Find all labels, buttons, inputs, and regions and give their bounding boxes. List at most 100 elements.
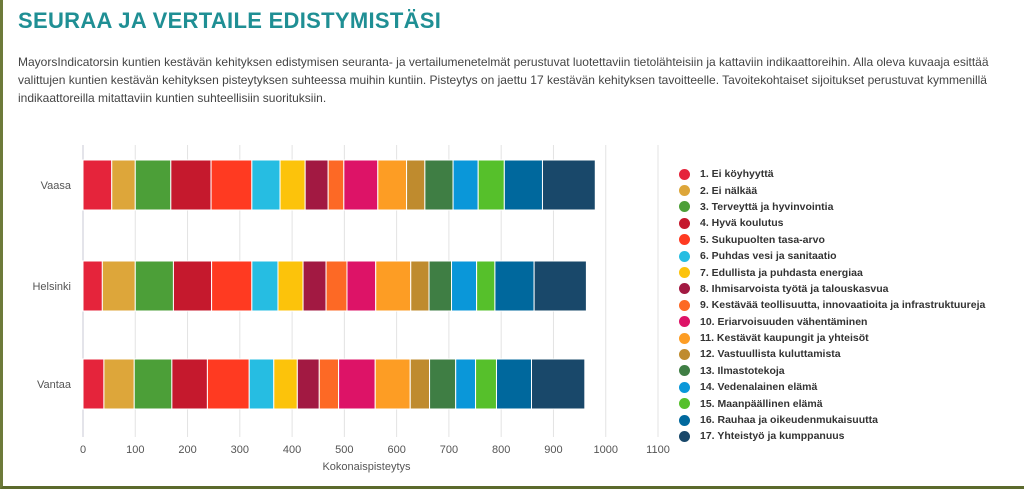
bar-segment [455,358,477,410]
bar-segment [477,159,505,211]
legend-item[interactable]: 14. Vedenalainen elämä [679,379,1024,395]
legend-label: 14. Vedenalainen elämä [700,381,818,394]
bar-segment [325,260,348,312]
chart-legend: 1. Ei köyhyyttä 2. Ei nälkää 3. Terveyttä … [679,166,1024,445]
legend-dot-icon [679,185,690,197]
legend-label: 7. Edullista ja puhdasta energiaa [700,266,863,279]
y-category-label: Vaasa [41,180,72,192]
x-tick-label: 1100 [646,444,670,456]
legend-item[interactable]: 17. Yhteistyö ja kumppanuus [679,428,1024,444]
legend-item[interactable]: 15. Maanpäällinen elämä [679,395,1024,411]
legend-label: 6. Puhdas vesi ja sanitaatio [700,250,837,263]
legend-item[interactable]: 11. Kestävät kaupungit ja yhteisöt [679,330,1024,346]
legend-dot-icon [679,365,690,377]
legend-dot-icon [679,201,690,213]
x-tick-label: 700 [440,444,458,456]
legend-item[interactable]: 9. Kestävää teollisuutta, innovaatioita … [679,297,1024,313]
legend-label: 1. Ei köyhyyttä [700,168,774,181]
legend-dot-icon [679,430,690,442]
bar-segment [451,260,478,312]
y-category-label: Vantaa [37,379,72,391]
legend-dot-icon [679,348,690,360]
legend-item[interactable]: 4. Hyvä koulutus [679,215,1024,231]
x-axis-title: Kokonaispisteytys [322,461,411,473]
bar-segment [273,358,298,410]
legend-dot-icon [679,217,690,229]
legend-dot-icon [679,414,690,426]
y-category-label: Helsinki [32,281,71,293]
x-tick-label: 300 [231,444,249,456]
legend-dot-icon [679,250,690,262]
bar-segment [82,358,105,410]
legend-label: 10. Eriarvoisuuden vähentäminen [700,315,868,328]
page-description: MayorsIndicatorsin kuntien kestävän kehi… [18,55,989,105]
legend-label: 5. Sukupuolten tasa-arvo [700,233,825,246]
bar-segment [346,260,377,312]
bar-segment [533,260,587,312]
x-tick-label: 200 [178,444,196,456]
bar-segment [541,159,596,211]
x-tick-label: 100 [126,444,144,456]
x-tick-label: 1000 [593,444,617,456]
legend-dot-icon [679,381,690,393]
legend-label: 12. Vastuullista kuluttamista [700,348,841,361]
bar-segment [133,358,173,410]
bar-segment [134,159,172,211]
bar-segment [82,159,113,211]
bar-segment [251,260,279,312]
bar-segment [377,159,408,211]
bar-segment [103,358,135,410]
bar-segment [494,260,535,312]
legend-item[interactable]: 1. Ei köyhyyttä [679,166,1024,182]
bar-segment [211,260,253,312]
bar-segment [248,358,275,410]
legend-item[interactable]: 7. Edullista ja puhdasta energiaa [679,264,1024,280]
legend-dot-icon [679,267,690,279]
legend-item[interactable]: 5. Sukupuolten tasa-arvo [679,232,1024,248]
x-tick-label: 0 [80,444,86,456]
legend-item[interactable]: 8. Ihmisarvoista työtä ja talouskasvua [679,281,1024,297]
bar-segment [277,260,304,312]
legend-label: 13. Ilmastotekoja [700,364,785,377]
bar-segment [495,358,532,410]
bar-segment [406,159,426,211]
bar-segment [410,260,430,312]
legend-item[interactable]: 6. Puhdas vesi ja sanitaatio [679,248,1024,264]
legend-item[interactable]: 13. Ilmastotekoja [679,363,1024,379]
bar-segment [531,358,586,410]
bar-segment [101,260,136,312]
bar-segment [170,159,212,211]
legend-label: 8. Ihmisarvoista työtä ja talouskasvua [700,282,889,295]
bar-segment [206,358,250,410]
bar-segment [171,358,208,410]
legend-dot-icon [679,283,690,295]
legend-label: 9. Kestävää teollisuutta, innovaatioita … [700,299,986,312]
bar-segment [327,159,345,211]
legend-label: 3. Terveyttä ja hyvinvointia [700,200,834,213]
bar-segment [475,358,497,410]
bar-segment [134,260,174,312]
bar-segment [343,159,379,211]
legend-label: 11. Kestävät kaupungit ja yhteisöt [700,332,869,345]
legend-item[interactable]: 12. Vastuullista kuluttamista [679,346,1024,362]
legend-dot-icon [679,398,690,410]
bar-segment [82,260,103,312]
legend-label: 17. Yhteistyö ja kumppanuus [700,430,845,443]
legend-dot-icon [679,332,690,344]
legend-label: 16. Rauhaa ja oikeudenmukaisuutta [700,414,878,427]
x-tick-label: 800 [492,444,510,456]
bar-segment [375,260,412,312]
bar-segment [172,260,213,312]
bar-segment [409,358,431,410]
bar-segment [424,159,454,211]
legend-item[interactable]: 2. Ei nälkää [679,182,1024,198]
bar-segment [428,260,453,312]
bar-segment [452,159,479,211]
legend-item[interactable]: 10. Eriarvoisuuden vähentäminen [679,314,1024,330]
bar-segment [279,159,306,211]
legend-item[interactable]: 16. Rauhaa ja oikeudenmukaisuutta [679,412,1024,428]
legend-item[interactable]: 3. Terveyttä ja hyvinvointia [679,199,1024,215]
page-title: SEURAA JA VERTAILE EDISTYMISTÄSI [18,8,442,33]
bar-segment [210,159,253,211]
x-tick-label: 600 [387,444,405,456]
